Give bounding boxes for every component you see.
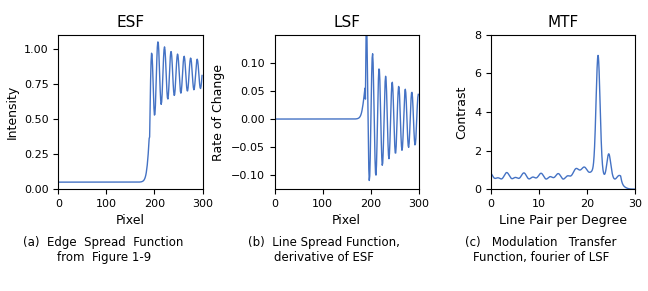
X-axis label: Pixel: Pixel: [116, 214, 145, 228]
Title: ESF: ESF: [117, 15, 145, 30]
X-axis label: Line Pair per Degree: Line Pair per Degree: [499, 214, 627, 228]
Text: (c)   Modulation   Transfer
Function, fourier of LSF: (c) Modulation Transfer Function, fourie…: [465, 236, 617, 264]
Y-axis label: Rate of Change: Rate of Change: [213, 63, 226, 161]
Title: LSF: LSF: [333, 15, 360, 30]
X-axis label: Pixel: Pixel: [332, 214, 361, 228]
Y-axis label: Intensity: Intensity: [5, 85, 18, 139]
Text: (a)  Edge  Spread  Function
from  Figure 1-9: (a) Edge Spread Function from Figure 1-9: [23, 236, 184, 264]
Y-axis label: Contrast: Contrast: [456, 85, 469, 139]
Title: MTF: MTF: [548, 15, 579, 30]
Text: (b)  Line Spread Function,
derivative of ESF: (b) Line Spread Function, derivative of …: [248, 236, 400, 264]
